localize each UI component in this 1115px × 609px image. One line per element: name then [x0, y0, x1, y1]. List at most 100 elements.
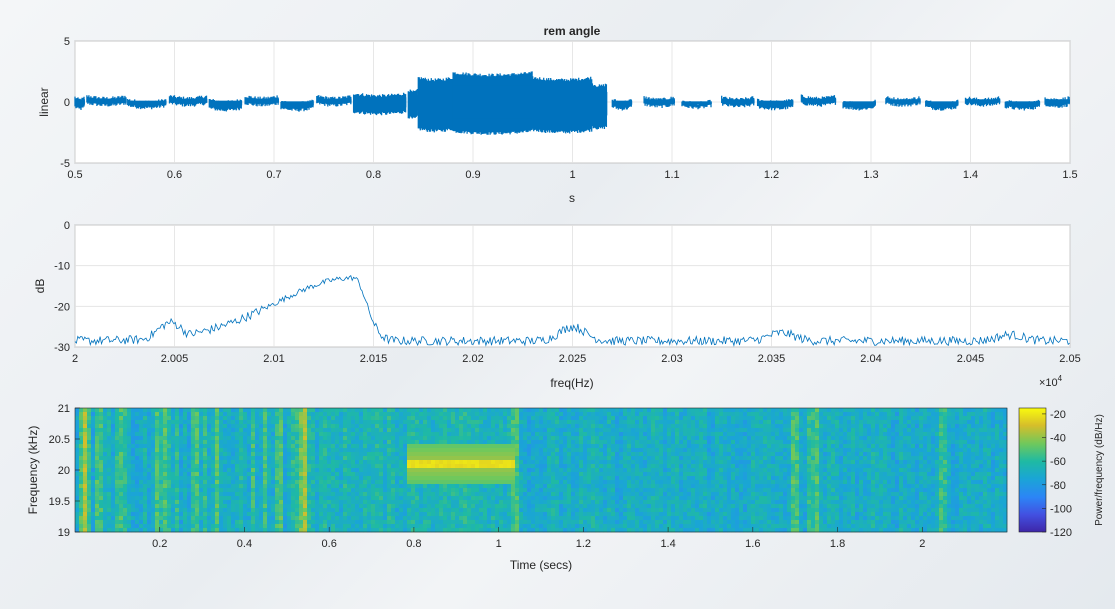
- spectrogram-cell: [803, 460, 808, 465]
- spectrogram-cell: [955, 436, 960, 441]
- spectrogram-cell: [287, 408, 292, 413]
- spectrogram-cell: [555, 464, 560, 469]
- spectrogram-cell: [471, 444, 476, 449]
- spectrogram-cell: [351, 440, 356, 445]
- spectrogram-cell: [623, 448, 628, 453]
- spectrogram-cell: [147, 448, 152, 453]
- spectrogram-cell: [531, 440, 536, 445]
- spectrogram-cell: [331, 472, 336, 477]
- spectrogram-cell: [791, 416, 796, 421]
- spectrogram-cell: [123, 480, 128, 485]
- spectrogram-cell: [871, 448, 876, 453]
- spectrogram-cell: [255, 432, 260, 437]
- spectrogram-cell: [107, 416, 112, 421]
- spectrogram-cell: [755, 484, 760, 489]
- spectrogram-cell: [991, 416, 996, 421]
- spectrogram-cell: [671, 488, 676, 493]
- spectrogram-cell: [843, 428, 848, 433]
- spectrogram-cell: [975, 448, 980, 453]
- spectrogram-cell: [391, 460, 396, 465]
- spectrogram-cell: [799, 448, 804, 453]
- spectrogram-cell: [975, 456, 980, 461]
- spectrogram-cell: [551, 412, 556, 417]
- spectrogram-cell: [495, 432, 500, 437]
- spectrogram-cell: [779, 428, 784, 433]
- time-series-title: rem angle: [544, 24, 601, 38]
- spectrogram-cell: [267, 440, 272, 445]
- spectrogram-cell: [279, 448, 284, 453]
- spectrogram-cell: [203, 468, 208, 473]
- spectrogram-cell: [967, 448, 972, 453]
- spectrogram-cell: [507, 456, 512, 461]
- spectrogram-cell: [771, 472, 776, 477]
- spectrogram-cell: [607, 440, 612, 445]
- spectrogram-cell: [171, 468, 176, 473]
- spectrogram-cell: [883, 456, 888, 461]
- spectrogram-cell: [651, 472, 656, 477]
- spectrogram-cell: [499, 440, 504, 445]
- spectrogram-cell: [963, 408, 968, 413]
- spectrogram-cell: [199, 468, 204, 473]
- spectrogram-cell: [175, 472, 180, 477]
- spectrogram-cell: [223, 472, 228, 477]
- spectrogram-cell: [743, 480, 748, 485]
- spectrogram-cell: [239, 448, 244, 453]
- spectrogram-cell: [399, 444, 404, 449]
- spectrogram-cell: [583, 416, 588, 421]
- spectrogram-cell: [139, 484, 144, 489]
- spectrogram-cell: [755, 436, 760, 441]
- spectrogram-cell: [931, 436, 936, 441]
- spectrogram-cell: [323, 428, 328, 433]
- spectrogram-cell: [667, 456, 672, 461]
- spectrogram-cell: [375, 428, 380, 433]
- spectrogram-cell: [851, 476, 856, 481]
- spectrogram-cell: [523, 464, 528, 469]
- spectrogram-cell: [87, 412, 92, 417]
- spectrogram-cell: [859, 444, 864, 449]
- spectrogram-cell: [179, 408, 184, 413]
- spectrogram-cell: [827, 472, 832, 477]
- spectrogram-cell: [655, 436, 660, 441]
- spectrogram-cell: [199, 448, 204, 453]
- spectrogram-cell: [943, 428, 948, 433]
- spectrogram-cell: [419, 432, 424, 437]
- spectrogram-cell: [591, 416, 596, 421]
- spectrogram-cell: [775, 464, 780, 469]
- spectrogram-cell: [807, 436, 812, 441]
- spectrogram-cell: [319, 456, 324, 461]
- spectrogram-cell: [183, 432, 188, 437]
- spectrogram-cell: [603, 464, 608, 469]
- spectrogram-cell: [115, 456, 120, 461]
- spectrogram-cell: [463, 468, 468, 473]
- spectrogram-cell: [499, 488, 504, 493]
- spectrogram-cell: [659, 432, 664, 437]
- spectrogram-cell: [963, 428, 968, 433]
- spectrogram-cell: [419, 480, 424, 485]
- spectrogram-cell: [263, 420, 268, 425]
- spectrogram-cell: [619, 472, 624, 477]
- spectrogram-cell: [787, 452, 792, 457]
- spectrogram-cell: [303, 420, 308, 425]
- spectrogram-cell: [347, 476, 352, 481]
- spectrogram-cell: [567, 476, 572, 481]
- spectrogram-cell: [555, 488, 560, 493]
- spectrogram-cell: [359, 428, 364, 433]
- spectrogram-cell: [575, 448, 580, 453]
- spectrogram-cell: [755, 432, 760, 437]
- spectrogram-cell: [351, 448, 356, 453]
- spectrogram-cell: [935, 484, 940, 489]
- spectrogram-cell: [355, 448, 360, 453]
- spectrogram-cell: [663, 412, 668, 417]
- spectrogram-cell: [707, 440, 712, 445]
- spectrogram-cell: [923, 468, 928, 473]
- spectrogram-cell: [935, 408, 940, 413]
- spectrogram-cell: [399, 484, 404, 489]
- spectrogram-cell: [687, 408, 692, 413]
- spectrogram-cell: [575, 464, 580, 469]
- spectrogram-cell: [147, 416, 152, 421]
- spectrogram-cell: [639, 452, 644, 457]
- spectrogram-cell: [927, 480, 932, 485]
- spectrogram-cell: [671, 480, 676, 485]
- spectrogram-cell: [499, 424, 504, 429]
- spectrogram-cell: [919, 460, 924, 465]
